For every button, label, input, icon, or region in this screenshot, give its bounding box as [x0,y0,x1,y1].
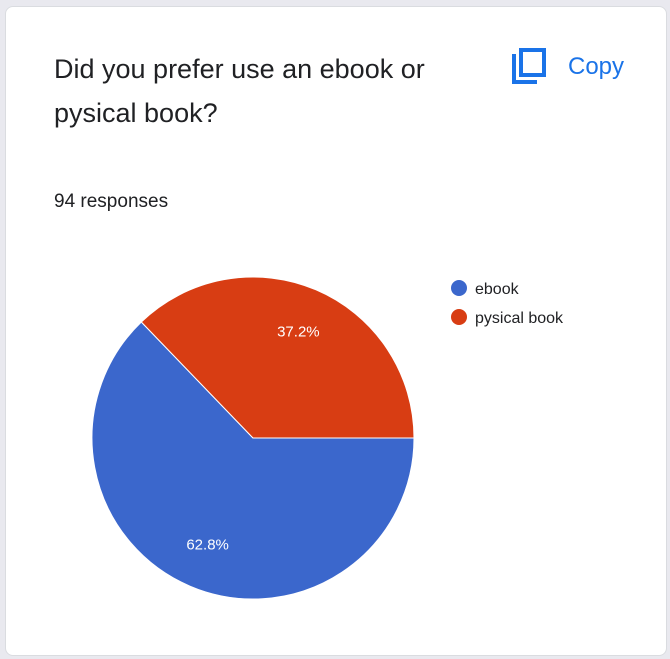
legend-label: pysical book [475,310,564,327]
copy-icon [512,48,546,84]
legend-swatch [451,309,467,325]
copy-button[interactable]: Copy [510,45,624,89]
pie-slice-ebook[interactable] [91,321,415,600]
slice-value-label: 62.8% [186,537,229,554]
question-title: Did you prefer use an ebook or pysical b… [54,54,425,128]
slice-value-label: 37.2% [277,323,320,340]
legend-label: ebook [475,281,520,298]
responses-count: 94 responses [54,191,169,212]
chart-card: Did you prefer use an ebook or pysical b… [5,6,667,656]
pie-slice-pysical-book[interactable] [140,276,415,439]
legend-swatch [451,280,467,296]
copy-label: Copy [568,53,625,80]
pie-chart: 62.8% 37.2% ebook pysical book [91,276,564,600]
